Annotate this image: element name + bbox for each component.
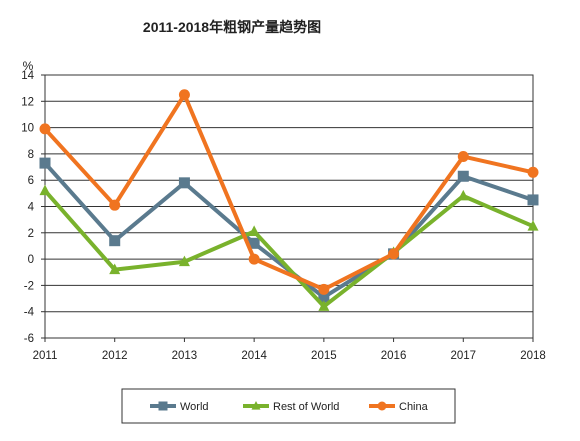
point-rest-of-world-2012: [109, 263, 121, 275]
y-tick-label-4: 6: [28, 175, 34, 187]
chart-title: 2011-2018年粗钢产量趋势图: [143, 19, 321, 35]
point-world-2017: [457, 170, 469, 182]
x-tick-label-0: 2011: [33, 350, 58, 362]
legend-marker-world: [158, 401, 168, 411]
point-world-2014: [248, 237, 260, 249]
legend-box: [121, 388, 456, 424]
series-line-china: [43, 92, 534, 292]
y-tick-label-1: 12: [21, 96, 34, 108]
gridlines: [45, 74, 533, 339]
y-axis-ticks: 14 12 10 8 6 4 2 0 -2 -4 -6: [21, 70, 45, 345]
y-tick-label-0: 14: [21, 70, 34, 82]
legend-label-china: China: [399, 401, 429, 413]
point-rest-of-world-2014: [248, 225, 260, 236]
y-tick-label-6: 2: [28, 228, 34, 240]
point-china-2016: [388, 248, 400, 260]
x-tick-label-1: 2012: [102, 350, 128, 362]
point-china-2018: [527, 166, 539, 178]
point-rest-of-world-2018: [527, 220, 539, 231]
legend-marker-china: [377, 401, 387, 411]
series-world: [39, 157, 539, 303]
point-china-2015: [318, 283, 330, 295]
x-tick-label-6: 2017: [450, 350, 476, 362]
x-tick-label-5: 2016: [381, 350, 407, 362]
legend: World Rest of World China: [150, 400, 429, 413]
point-rest-of-world-2013: [178, 255, 190, 267]
x-tick-label-3: 2014: [241, 350, 267, 362]
legend-marker-rest-of-world: [251, 400, 261, 410]
y-tick-label-10: -6: [24, 333, 34, 345]
y-tick-label-7: 0: [28, 254, 34, 266]
point-china-2014: [248, 253, 260, 265]
y-tick-label-8: -2: [24, 280, 34, 292]
legend-label-world: World: [180, 401, 209, 413]
point-world-2015: [318, 291, 330, 303]
point-world-2013: [178, 177, 190, 189]
x-tick-label-4: 2015: [311, 350, 337, 362]
point-china-2013: [178, 89, 190, 101]
y-tick-label-2: 10: [21, 123, 34, 135]
series-layer: [39, 89, 539, 311]
point-world-2012: [109, 235, 121, 247]
x-axis-ticks: 2011 2012 2013 2014 2015 2016 2017 2018: [33, 338, 546, 362]
point-rest-of-world-2017: [457, 189, 469, 201]
point-china-2017: [457, 151, 469, 163]
y-axis-unit: %: [23, 59, 34, 73]
series-line-rest-of-world: [43, 189, 534, 309]
y-tick-label-3: 8: [28, 149, 34, 161]
y-tick-label-5: 4: [28, 202, 35, 214]
point-china-2012: [109, 199, 121, 211]
point-rest-of-world-2011: [39, 184, 51, 196]
point-china-2011: [39, 123, 51, 135]
series-china: [39, 89, 539, 295]
y-tick-label-9: -4: [24, 307, 35, 319]
point-rest-of-world-2015: [318, 300, 330, 311]
point-world-2011: [39, 157, 51, 169]
series-line-world: [43, 161, 534, 300]
legend-label-rest-of-world: Rest of World: [273, 401, 339, 413]
x-tick-label-7: 2018: [520, 350, 546, 362]
x-tick-label-2: 2013: [172, 350, 198, 362]
point-world-2018: [527, 194, 539, 206]
